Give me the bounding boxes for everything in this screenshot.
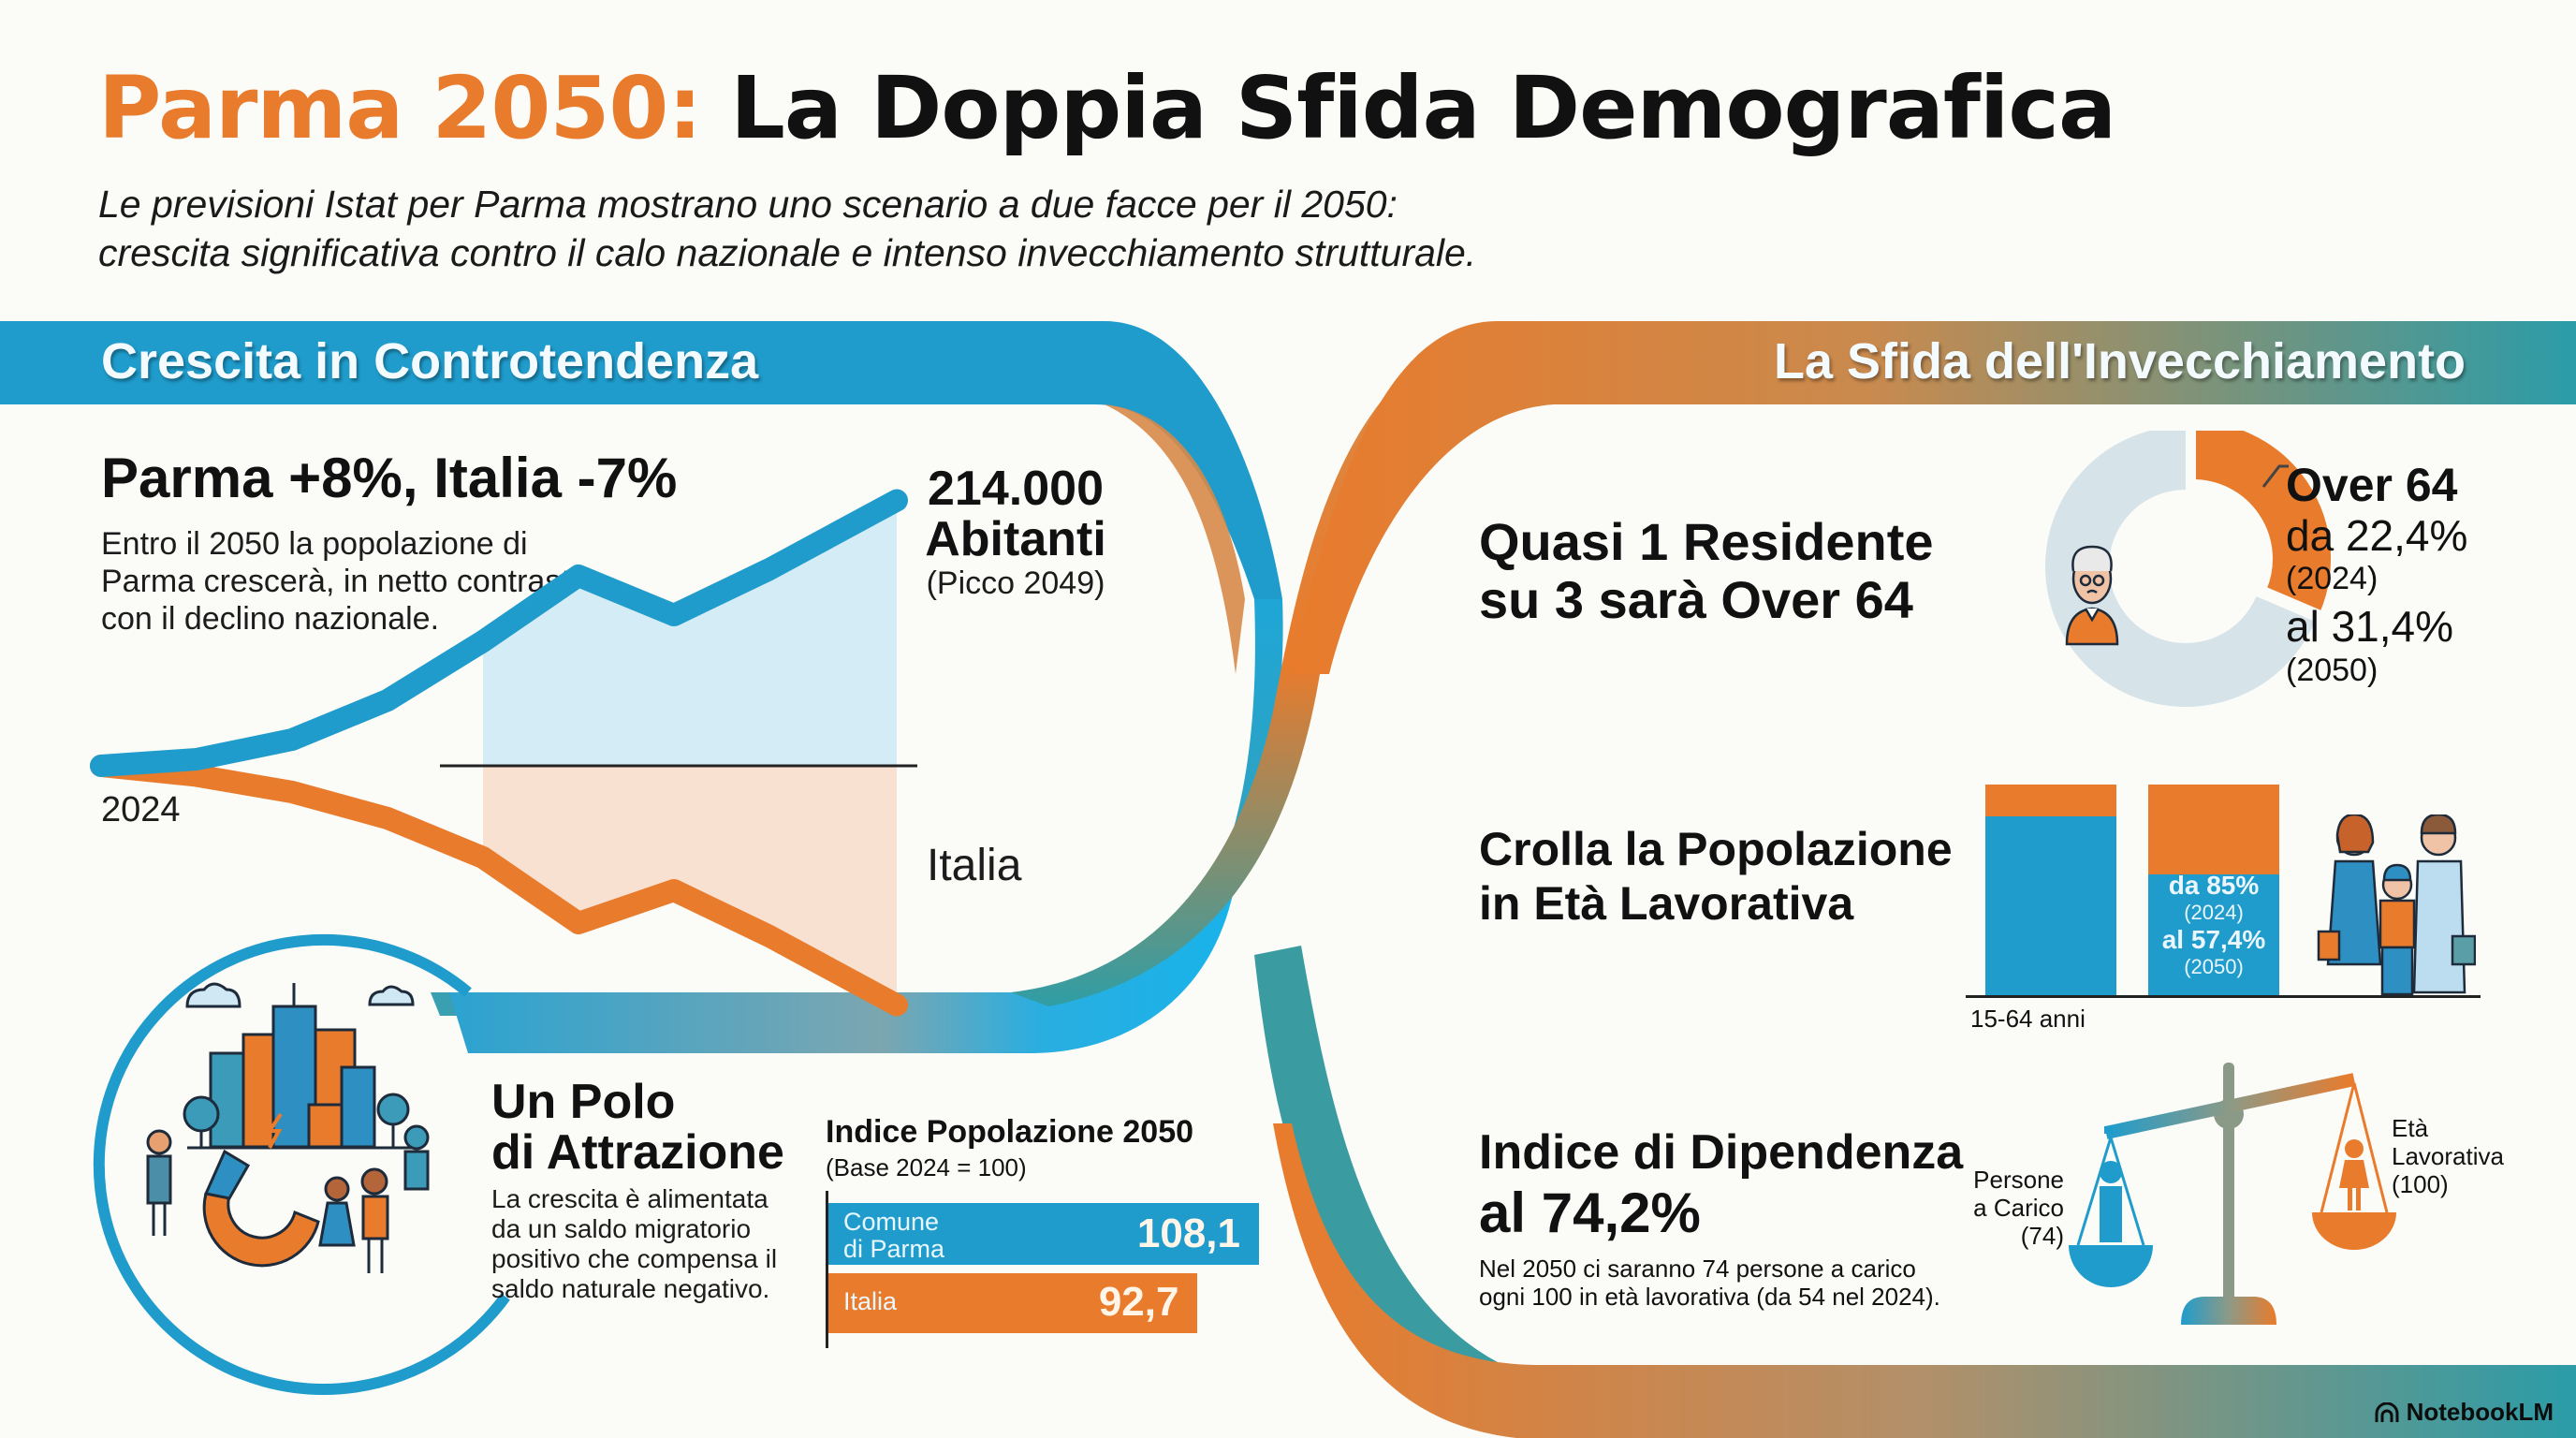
- index-bar-label: Comune di Parma: [843, 1208, 945, 1263]
- dependency-right-label-line: (100): [2392, 1170, 2449, 1198]
- title-accent: Parma 2050:: [98, 58, 702, 158]
- attraction-text-line: La crescita è alimentata: [491, 1184, 768, 1213]
- chart-italia-label: Italia: [927, 841, 1022, 890]
- working-age-from: da 85%: [2168, 871, 2260, 900]
- over64-from-year: (2024): [2286, 561, 2378, 596]
- index-bar-label: Italia: [843, 1287, 898, 1315]
- index-bar-parma: Comune di Parma 108,1: [828, 1203, 1259, 1265]
- peak-note: (Picco 2049): [926, 565, 1105, 601]
- over64-to-year: (2050): [2286, 653, 2378, 688]
- dependency-text-line: Nel 2050 ci saranno 74 persone a carico: [1479, 1255, 1916, 1283]
- peak-unit: Abitanti: [925, 512, 1106, 566]
- dependency-right-label-line: Età: [2392, 1114, 2429, 1142]
- dependency-value: al 74,2%: [1479, 1181, 1701, 1244]
- over64-heading: Quasi 1 Residente su 3 sarà Over 64: [1479, 513, 1934, 629]
- chart-start-label: 2024: [101, 790, 181, 829]
- page-subtitle: Le previsioni Istat per Parma mostrano u…: [98, 180, 1476, 277]
- working-age-heading-line: in Età Lavorativa: [1479, 877, 1854, 930]
- brand-badge: NotebookLM: [2375, 1398, 2554, 1427]
- attraction-heading: Un Polo di Attrazione: [491, 1077, 784, 1178]
- dependency-text: Nel 2050 ci saranno 74 persone a carico …: [1479, 1255, 1940, 1311]
- working-age-heading-line: Crolla la Popolazione: [1479, 823, 1953, 875]
- growth-description-line: Entro il 2050 la popolazione di: [101, 526, 528, 562]
- index-bar-value: 108,1: [1136, 1211, 1240, 1256]
- dependency-heading: Indice di Dipendenza al 74,2%: [1479, 1123, 1963, 1245]
- right-lower-curve: [1254, 946, 1498, 1362]
- bottom-band-ribbon: [1273, 1123, 2576, 1438]
- subtitle-line: crescita significativa contro il calo na…: [98, 231, 1477, 274]
- donut-leader-line: [2261, 464, 2289, 488]
- dependency-right-label-line: Lavorativa: [2392, 1142, 2504, 1170]
- elderly-person-icon: [2065, 545, 2119, 646]
- over64-legend: Over 64 da 22,4% (2024) al 31,4% (2050): [2286, 459, 2467, 689]
- working-bar-segment-2050-working: [2148, 873, 2279, 995]
- title-main: La Doppia Sfida Demografica: [730, 58, 2116, 158]
- family-workers-icon: [2317, 814, 2476, 996]
- index-bar-italia: Italia 92,7: [828, 1273, 1198, 1333]
- dependency-text-line: ogni 100 in età lavorativa (da 54 nel 20…: [1479, 1283, 1940, 1311]
- attraction-text-line: positivo che compensa il: [491, 1244, 778, 1273]
- notebooklm-logo-icon: [2375, 1401, 2399, 1422]
- over64-heading-line: su 3 sarà Over 64: [1479, 570, 1913, 629]
- working-bars-axis: [1966, 995, 2481, 998]
- left-curve-orange: [1105, 404, 1245, 674]
- attraction-text: La crescita è alimentata da un saldo mig…: [491, 1184, 777, 1304]
- working-age-to: al 57,4%: [2161, 925, 2266, 954]
- left-band-ribbon: [0, 321, 1282, 599]
- dependency-left-label-line: Persone: [1973, 1166, 2064, 1194]
- subtitle-line: Le previsioni Istat per Parma mostrano u…: [98, 183, 1398, 226]
- working-age-heading: Crolla la Popolazione in Età Lavorativa: [1479, 822, 1953, 931]
- attraction-heading-line: Un Polo: [491, 1075, 676, 1129]
- peak-value: 214.000: [928, 462, 1104, 516]
- city-magnet-people-icon: [146, 982, 430, 1273]
- index-bar-value: 92,7: [1098, 1279, 1179, 1325]
- attraction-circle: [93, 933, 510, 1395]
- dependency-left-label: Persone a Carico (74): [1961, 1166, 2064, 1250]
- index-chart-subtitle: (Base 2024 = 100): [826, 1153, 1027, 1181]
- right-band-title: La Sfida dell'Invecchiamento: [1774, 333, 2466, 389]
- balance-scale-icon: [2069, 1063, 2396, 1325]
- right-band-ribbon: [1292, 321, 2576, 674]
- index-chart-title: Indice Popolazione 2050: [826, 1114, 1194, 1150]
- growth-description-line: Parma crescerà, in netto contrasto: [101, 564, 588, 599]
- working-bar-segment-2024-other: [1985, 785, 2116, 816]
- over64-from: da 22,4%: [2286, 511, 2468, 560]
- peak-annotation: 214.000 Abitanti (Picco 2049): [913, 463, 1119, 602]
- donut-slice-over64: [2190, 431, 2336, 618]
- attraction-text-line: saldo naturale negativo.: [491, 1274, 770, 1303]
- left-band-title: Crescita in Controtendenza: [101, 333, 759, 389]
- brand-name: NotebookLM: [2406, 1398, 2554, 1426]
- growth-description: Entro il 2050 la popolazione di Parma cr…: [101, 525, 588, 638]
- growth-description-line: con il declino nazionale.: [101, 601, 440, 637]
- over64-to-value: al 31,4%: [2286, 602, 2454, 651]
- dependency-right-label: Età Lavorativa (100): [2392, 1114, 2504, 1198]
- working-age-to-year: (2050): [2184, 955, 2244, 978]
- page-title: Parma 2050: La Doppia Sfida Demografica: [98, 58, 2116, 158]
- over64-to: al 31,4%: [2286, 601, 2467, 652]
- dependency-left-label-line: (74): [2020, 1222, 2064, 1250]
- attraction-heading-line: di Attrazione: [491, 1125, 784, 1180]
- index-chart-axis: [826, 1191, 828, 1348]
- over64-label: Over 64: [2286, 459, 2458, 511]
- middle-blue-ribbon: [449, 880, 1236, 1053]
- dependency-heading-line: Indice di Dipendenza: [1479, 1125, 1964, 1180]
- growth-heading: Parma +8%, Italia -7%: [101, 447, 678, 509]
- working-bar-segment-2050-other: [2148, 785, 2279, 874]
- dependency-left-label-line: a Carico: [1973, 1194, 2064, 1222]
- attraction-text-line: da un saldo migratorio: [491, 1214, 752, 1243]
- working-age-annotation: da 85% (2024) al 57,4% (2050): [2149, 871, 2278, 979]
- working-bars-axis-label: 15-64 anni: [1970, 1005, 2086, 1033]
- over64-heading-line: Quasi 1 Residente: [1479, 512, 1934, 571]
- working-bar-segment-2024-working: [1985, 815, 2116, 995]
- working-age-from-year: (2024): [2184, 901, 2244, 924]
